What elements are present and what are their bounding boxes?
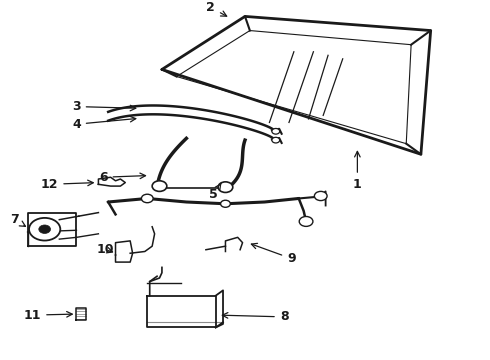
Text: 7: 7 <box>10 213 25 226</box>
Text: 3: 3 <box>72 100 136 113</box>
Polygon shape <box>147 296 216 328</box>
Circle shape <box>272 129 280 134</box>
Circle shape <box>315 192 327 201</box>
Text: 5: 5 <box>209 183 221 202</box>
Circle shape <box>39 225 50 234</box>
Circle shape <box>299 216 313 226</box>
Text: 9: 9 <box>251 243 296 265</box>
Text: 12: 12 <box>41 178 93 191</box>
Circle shape <box>29 218 60 240</box>
Circle shape <box>142 194 153 203</box>
Text: 8: 8 <box>222 310 289 323</box>
Circle shape <box>272 137 280 143</box>
Text: 4: 4 <box>72 116 136 131</box>
Text: 1: 1 <box>353 152 362 191</box>
Circle shape <box>220 200 230 207</box>
Text: 10: 10 <box>97 243 115 256</box>
Text: 11: 11 <box>24 309 72 321</box>
Circle shape <box>218 182 233 193</box>
Text: 6: 6 <box>99 171 146 184</box>
Text: 2: 2 <box>206 1 227 16</box>
Circle shape <box>152 181 167 192</box>
